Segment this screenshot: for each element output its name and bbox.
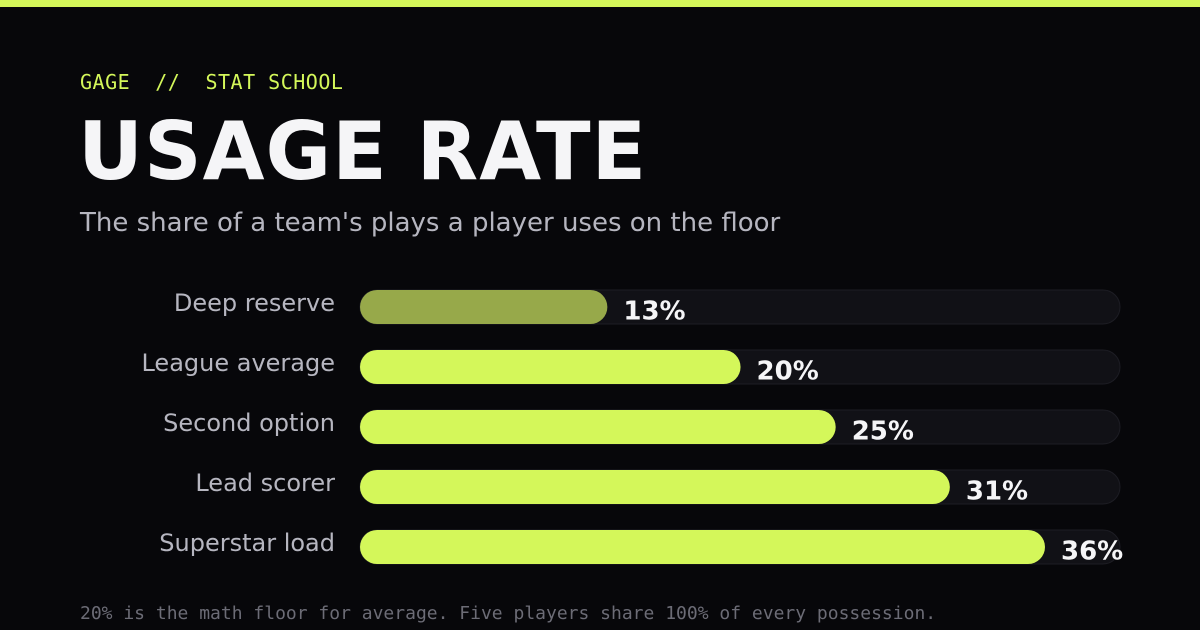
category-label: Superstar load [159,529,335,557]
bar [360,530,1045,564]
bar [360,290,608,324]
top-accent-bar [0,0,1200,7]
kicker: GAGE // STAT SCHOOL [80,70,343,94]
page-subtitle: The share of a team's plays a player use… [80,208,781,238]
bar [360,410,836,444]
category-label: League average [141,349,335,377]
bar-value-label: 13% [623,297,685,327]
bar [360,350,741,384]
category-label: Lead scorer [195,469,335,497]
category-label: Deep reserve [174,289,335,317]
page-title: USAGE RATE [78,105,648,198]
kicker-brand: GAGE [80,70,131,94]
bar-value-label: 36% [1061,537,1123,567]
bar-value-label: 20% [757,357,819,387]
bar-value-label: 31% [966,477,1028,507]
bar [360,470,950,504]
footnote: 20% is the math floor for average. Five … [80,603,937,624]
kicker-section: STAT SCHOOL [205,70,344,94]
bar-value-label: 25% [852,417,914,447]
category-label: Second option [163,409,335,437]
kicker-separator: // [155,70,181,94]
